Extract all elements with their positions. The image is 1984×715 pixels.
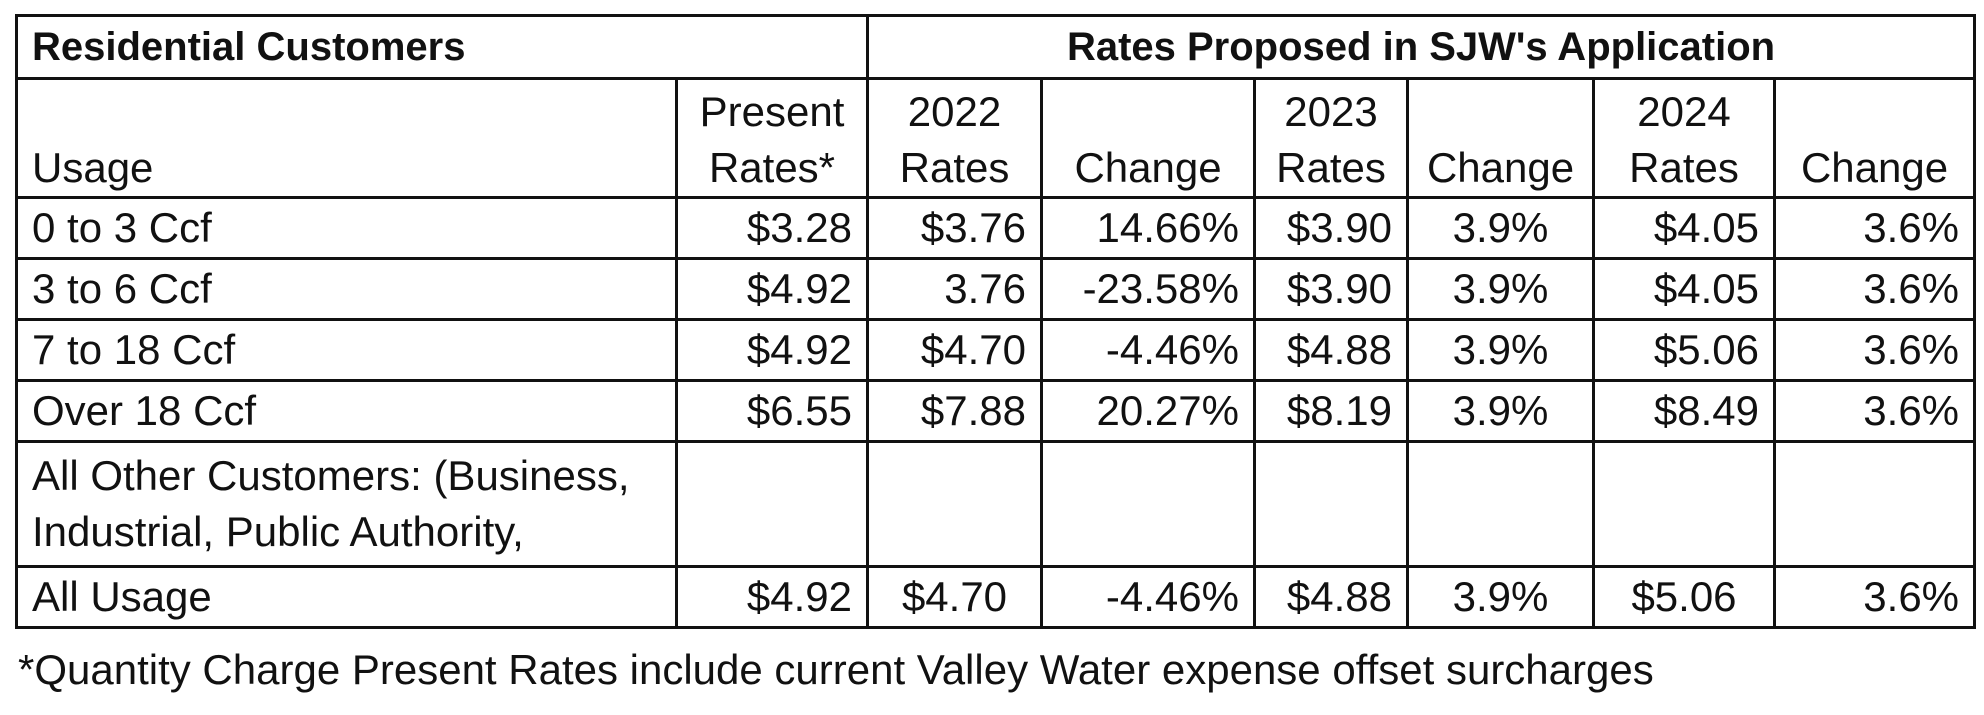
change-2022-cell: 14.66% xyxy=(1040,196,1256,260)
rate-2023-cell: $4.88 xyxy=(1253,565,1409,629)
header-line: 2024 xyxy=(1637,88,1731,135)
rates-2023-column-header: 2023 Rates xyxy=(1253,77,1409,199)
rate-2023-cell: $4.88 xyxy=(1253,318,1409,382)
other-customers-line: Industrial, Public Authority, xyxy=(32,508,524,555)
present-rate-cell: $3.28 xyxy=(675,196,869,260)
change-2022-cell: 20.27% xyxy=(1040,379,1256,443)
rate-2024-cell: $4.05 xyxy=(1592,257,1776,321)
other-customers-label: All Other Customers: (Business, Industri… xyxy=(15,440,678,568)
proposed-rates-header: Rates Proposed in SJW's Application xyxy=(865,14,1977,80)
usage-cell: 7 to 18 Ccf xyxy=(15,318,678,382)
table-row: Over 18 Ccf $6.55 $7.88 20.27% $8.19 3.9… xyxy=(15,379,1977,443)
change-2024-cell: 3.6% xyxy=(1772,565,1977,629)
header-line: Rates xyxy=(1276,144,1386,191)
header-line: Present xyxy=(699,88,845,135)
rate-2022-cell: $3.76 xyxy=(866,196,1043,260)
table-title-row: Residential Customers Rates Proposed in … xyxy=(15,14,1977,80)
table-row: 3 to 6 Ccf $4.92 3.76 -23.58% $3.90 3.9%… xyxy=(15,257,1977,321)
header-line: 2023 xyxy=(1284,88,1378,135)
change-2022-cell: -23.58% xyxy=(1040,257,1256,321)
change-2024-cell: 3.6% xyxy=(1772,379,1977,443)
rate-2024-cell: $4.05 xyxy=(1592,196,1776,260)
empty-cell xyxy=(675,440,869,568)
other-customers-line: All Other Customers: (Business, xyxy=(32,452,630,499)
usage-cell: 3 to 6 Ccf xyxy=(15,257,678,321)
empty-cell xyxy=(1592,440,1776,568)
change-2024-column-header: Change xyxy=(1772,77,1977,199)
rates-2022-column-header: 2022 Rates xyxy=(866,77,1043,199)
usage-cell: Over 18 Ccf xyxy=(15,379,678,443)
change-2024-cell: 3.6% xyxy=(1772,196,1977,260)
table-row: 0 to 3 Ccf $3.28 $3.76 14.66% $3.90 3.9%… xyxy=(15,196,1977,260)
present-rate-cell: $4.92 xyxy=(675,565,869,629)
change-2023-column-header: Change xyxy=(1406,77,1595,199)
empty-cell xyxy=(1253,440,1409,568)
header-line: Rates xyxy=(899,144,1010,191)
rate-2023-cell: $8.19 xyxy=(1253,379,1409,443)
usage-cell: All Usage xyxy=(15,565,678,629)
change-2022-cell: -4.46% xyxy=(1040,318,1256,382)
rate-2022-cell: $4.70 xyxy=(866,318,1043,382)
change-2023-cell: 3.9% xyxy=(1406,257,1595,321)
empty-cell xyxy=(1406,440,1595,568)
change-2022-cell: -4.46% xyxy=(1040,565,1256,629)
other-customers-row: All Other Customers: (Business, Industri… xyxy=(15,440,1977,568)
rate-2023-cell: $3.90 xyxy=(1253,257,1409,321)
rate-2022-cell: 3.76 xyxy=(866,257,1043,321)
header-line: 2022 xyxy=(907,88,1002,135)
table-row: 7 to 18 Ccf $4.92 $4.70 -4.46% $4.88 3.9… xyxy=(15,318,1977,382)
footnote: *Quantity Charge Present Rates include c… xyxy=(18,646,1654,693)
change-2024-cell: 3.6% xyxy=(1772,257,1977,321)
header-line: Rates* xyxy=(708,144,836,191)
rate-2023-cell: $3.90 xyxy=(1253,196,1409,260)
empty-cell xyxy=(1772,440,1977,568)
rates-2024-column-header: 2024 Rates xyxy=(1592,77,1776,199)
present-rates-column-header: Present Rates* xyxy=(675,77,869,199)
present-rate-cell: $4.92 xyxy=(675,318,869,382)
change-2023-cell: 3.9% xyxy=(1406,196,1595,260)
rate-2024-cell: $8.49 xyxy=(1592,379,1776,443)
column-header-row: Usage Present Rates* 2022 Rates Change 2… xyxy=(15,77,1977,199)
residential-customers-header: Residential Customers xyxy=(15,14,869,80)
change-2024-cell: 3.6% xyxy=(1772,318,1977,382)
empty-cell xyxy=(1040,440,1256,568)
rate-2024-cell: $5.06 xyxy=(1592,318,1776,382)
rate-2024-cell: $5.06 xyxy=(1592,565,1776,629)
usage-cell: 0 to 3 Ccf xyxy=(15,196,678,260)
all-usage-row: All Usage $4.92 $4.70 -4.46% $4.88 3.9% … xyxy=(15,565,1977,629)
change-2023-cell: 3.9% xyxy=(1406,565,1595,629)
rate-table: Residential Customers Rates Proposed in … xyxy=(15,14,1977,629)
change-2023-cell: 3.9% xyxy=(1406,379,1595,443)
empty-cell xyxy=(866,440,1043,568)
header-line: Rates xyxy=(1629,144,1739,191)
change-2023-cell: 3.9% xyxy=(1406,318,1595,382)
rate-2022-cell: $4.70 xyxy=(866,565,1043,629)
rate-2022-cell: $7.88 xyxy=(866,379,1043,443)
present-rate-cell: $6.55 xyxy=(675,379,869,443)
change-2022-column-header: Change xyxy=(1040,77,1256,199)
usage-column-header: Usage xyxy=(15,77,678,199)
present-rate-cell: $4.92 xyxy=(675,257,869,321)
